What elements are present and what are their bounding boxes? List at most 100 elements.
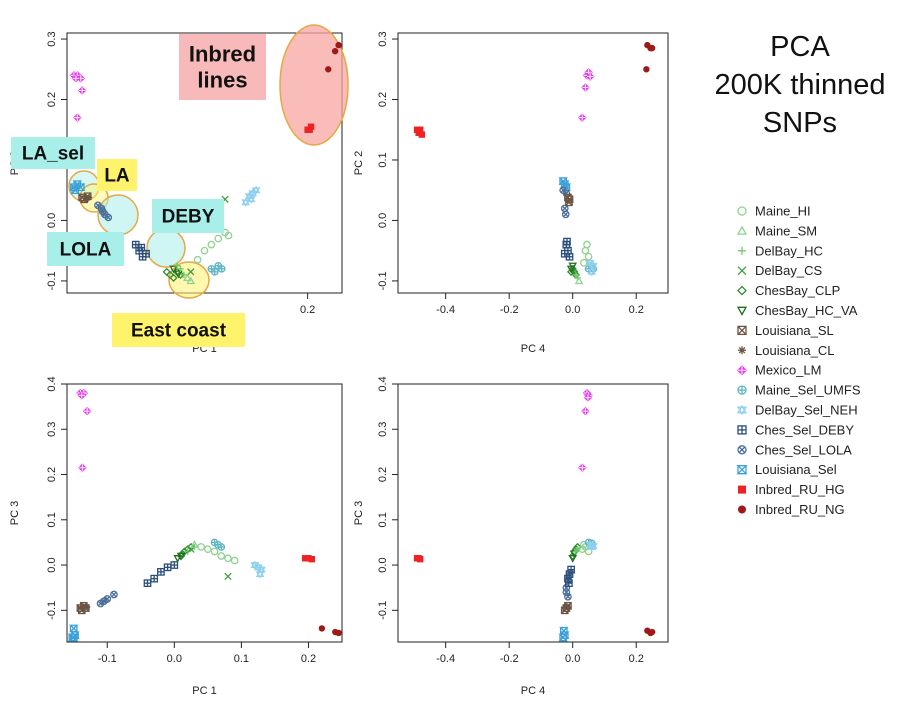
y-tick-label: 0.2 bbox=[46, 92, 58, 107]
legend-item: ChesBay_CLP bbox=[737, 283, 840, 298]
data-point bbox=[648, 628, 656, 636]
legend-symbol bbox=[737, 325, 747, 336]
data-point bbox=[82, 406, 92, 416]
y-tick-label: 0.4 bbox=[46, 376, 58, 391]
data-point bbox=[67, 633, 78, 642]
series-DelBay_Sel_NEH bbox=[585, 258, 598, 277]
data-point bbox=[325, 66, 332, 73]
data-point bbox=[246, 194, 256, 204]
data-point bbox=[173, 262, 181, 269]
legend-label: Maine_HI bbox=[755, 204, 811, 219]
legend-item: Louisiana_CL bbox=[738, 343, 835, 358]
data-point bbox=[204, 545, 212, 554]
legend-symbol bbox=[737, 365, 747, 376]
data-point bbox=[565, 198, 573, 207]
y-tick-label: 0.2 bbox=[377, 467, 389, 482]
x-tick-label: 0.1 bbox=[234, 653, 249, 665]
data-point bbox=[581, 406, 590, 416]
data-point bbox=[200, 246, 209, 255]
x-tick-label: 0.2 bbox=[301, 653, 316, 665]
series-Ches_Sel_LOLA bbox=[96, 590, 118, 608]
plot-panel-pc1-pc3: -0.1 0.0 0.1 0.2 -0.1 0.0 0.1 0.2 0.3 0.4 PC 1 PC 3 bbox=[9, 376, 343, 697]
y-tick-label: 0.3 bbox=[46, 31, 58, 46]
legend-item: Louisiana_Sel bbox=[736, 462, 837, 477]
data-point bbox=[567, 565, 575, 574]
legend-label: DelBay_HC bbox=[755, 243, 823, 258]
data-point bbox=[186, 542, 196, 552]
data-point bbox=[210, 547, 219, 556]
y-tick-label: 0.0 bbox=[46, 213, 58, 228]
data-point bbox=[186, 276, 196, 285]
data-point bbox=[566, 265, 576, 274]
annotation-box bbox=[179, 34, 266, 100]
data-point bbox=[318, 625, 326, 632]
legend-symbol bbox=[738, 246, 746, 255]
data-point bbox=[574, 276, 584, 285]
x-tick-label: 0.2 bbox=[629, 653, 644, 665]
data-point bbox=[335, 629, 342, 637]
legend-label: Inbred_RU_HG bbox=[755, 482, 845, 497]
x-tick-label: 0.0 bbox=[565, 653, 580, 665]
data-point bbox=[224, 554, 232, 563]
data-point bbox=[581, 83, 590, 92]
series-Ches_Sel_DEBY bbox=[143, 561, 179, 588]
annotation-text: East coast bbox=[131, 321, 227, 342]
annotation-text: LA bbox=[104, 166, 130, 187]
series-DelBay_HC bbox=[173, 262, 188, 279]
series-Inbred_RU_NG bbox=[643, 41, 656, 73]
series-Inbred_RU_NG bbox=[318, 625, 342, 637]
series-Louisiana_CL bbox=[79, 603, 91, 611]
legend-item: DelBay_Sel_NEH bbox=[736, 403, 858, 418]
y-tick-label: 0.3 bbox=[46, 422, 58, 437]
title-line-2: 200K thinned bbox=[714, 69, 886, 101]
data-point bbox=[578, 113, 587, 122]
series-DelBay_CS bbox=[187, 545, 232, 581]
data-point bbox=[143, 579, 152, 588]
legend-label: Louisiana_Sel bbox=[755, 462, 837, 477]
y-tick-label: -0.1 bbox=[46, 271, 58, 290]
x-tick-label: 0.0 bbox=[565, 304, 580, 316]
y-tick-label: 0.2 bbox=[46, 467, 58, 482]
legend-symbol bbox=[736, 306, 748, 316]
legend-symbol bbox=[737, 385, 747, 395]
series-Ches_Sel_LOLA bbox=[559, 186, 571, 219]
data-point bbox=[169, 265, 178, 274]
data-point bbox=[568, 264, 577, 273]
data-point bbox=[70, 186, 81, 195]
y-tick-label: 0.3 bbox=[377, 31, 389, 46]
data-point bbox=[224, 231, 233, 240]
legend-item: DelBay_CS bbox=[737, 263, 823, 278]
annotation-box bbox=[152, 199, 224, 233]
data-point bbox=[563, 603, 571, 610]
data-point bbox=[217, 264, 226, 273]
legend-symbol bbox=[737, 285, 747, 296]
data-point bbox=[224, 572, 232, 581]
plot-panel-pc4-pc2: -0.4 -0.2 0.0 0.2 -0.1 0.0 0.1 0.2 0.3 PC 4 PC 2 bbox=[353, 31, 669, 355]
series-Inbred_RU_HG bbox=[413, 126, 426, 138]
data-point bbox=[78, 463, 87, 472]
data-point bbox=[187, 268, 195, 276]
x-tick-label: 0.0 bbox=[167, 653, 182, 665]
plot-panel-pc1-pc2: 0.2-0.10.00.10.20.3PC 1PC 2 bbox=[9, 24, 349, 355]
series-Maine_HI bbox=[578, 540, 593, 556]
data-point bbox=[581, 246, 590, 255]
figure-title: PCA 200K thinned SNPs bbox=[690, 28, 910, 142]
series-Mexico_LM bbox=[76, 388, 92, 472]
data-point bbox=[137, 243, 146, 252]
data-point bbox=[94, 201, 102, 210]
data-point bbox=[583, 240, 591, 249]
series-Maine_HI bbox=[193, 228, 233, 264]
data-point bbox=[565, 579, 573, 588]
series-Ches_Sel_DEBY bbox=[131, 240, 150, 261]
x-tick-label: -0.4 bbox=[436, 304, 455, 316]
legend-label: ChesBay_HC_VA bbox=[755, 303, 858, 318]
cluster-ellipse bbox=[279, 24, 349, 146]
legend-label: Mexico_LM bbox=[755, 363, 821, 378]
legend-label: ChesBay_CLP bbox=[755, 283, 840, 298]
data-point bbox=[150, 574, 159, 583]
legend-symbol bbox=[738, 485, 746, 494]
data-point bbox=[578, 545, 587, 554]
data-point bbox=[331, 47, 339, 55]
series-Mexico_LM bbox=[578, 388, 593, 472]
